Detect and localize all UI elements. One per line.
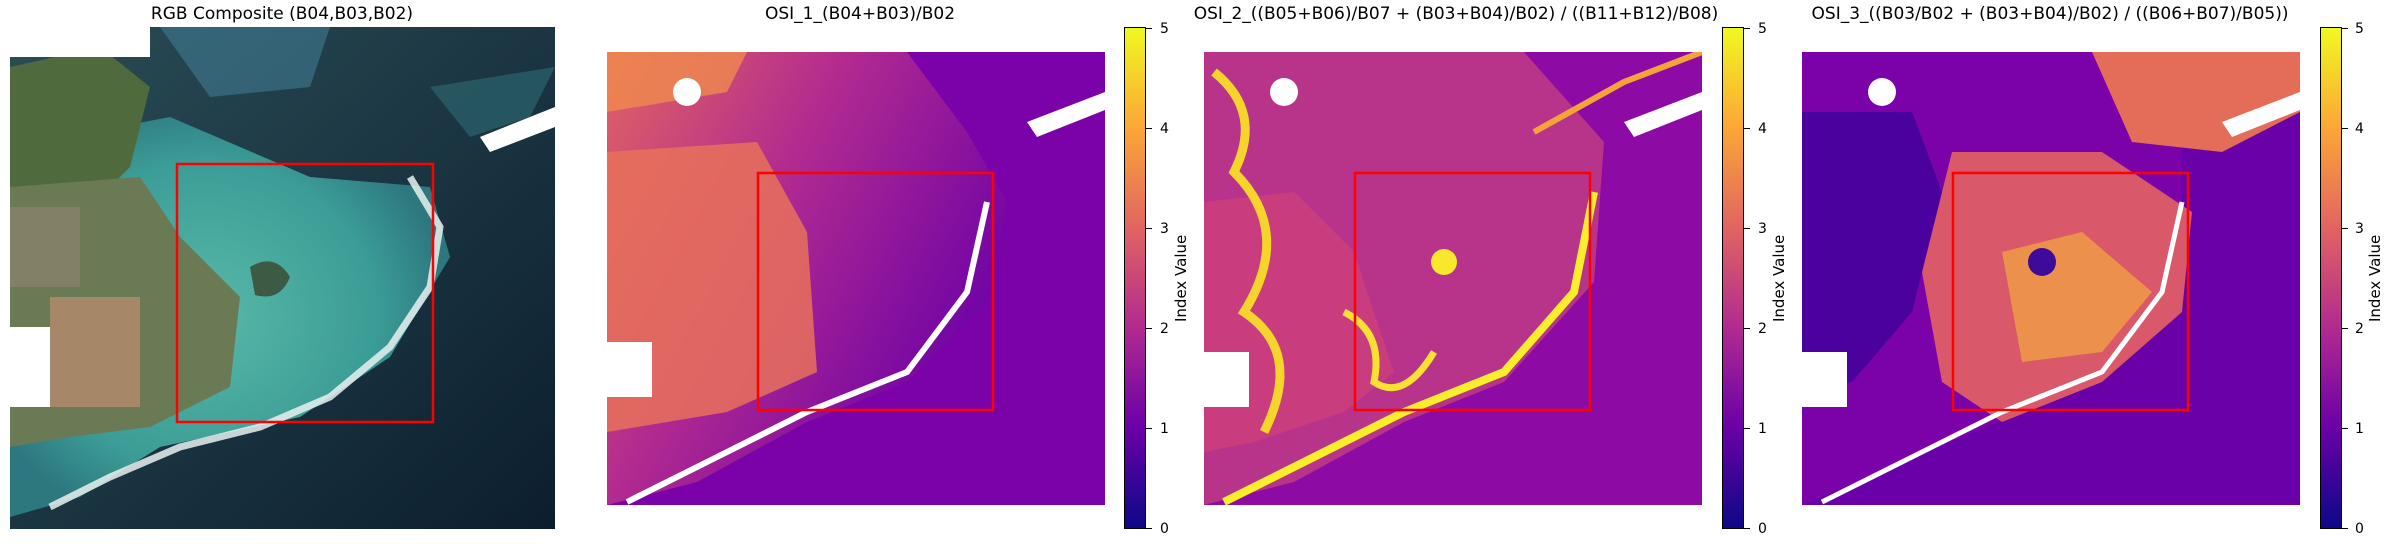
osi3-roi-rectangle [1951,171,2190,412]
osi3-tick-label: 5 [2355,21,2364,37]
osi2-colorbar-label: Index Value [1770,234,1788,322]
osi1-colorbar-label: Index Value [1172,234,1190,322]
panel-4-title: OSI_3_((B03/B02 + (B03+B04)/B02) / ((B06… [1811,4,2289,24]
osi3-colorbar-label: Index Value [2366,234,2384,322]
osi3-tick-label: 0 [2355,521,2364,537]
osi2-heatmap [1204,52,1702,505]
osi3-heatmap [1802,52,2300,505]
osi3-tick-label: 1 [2355,421,2364,437]
osi1-tick-label: 5 [1160,21,1169,37]
osi2-roi-rectangle [1353,171,1592,412]
osi1-roi-rectangle [756,171,995,412]
osi1-tick-label: 2 [1160,321,1169,337]
osi3-tick-label: 2 [2355,321,2364,337]
osi1-colorbar [1124,27,1146,529]
osi3-tick-label: 3 [2355,221,2364,237]
rgb-roi-rectangle [175,162,435,424]
panel-1-title: RGB Composite (B04,B03,B02) [150,4,414,24]
osi1-tick-label: 0 [1160,521,1169,537]
rgb-composite-image [10,27,555,529]
osi2-tick-label: 4 [1758,121,1767,137]
osi2-tick-label: 3 [1758,221,1767,237]
osi1-tick-label: 3 [1160,221,1169,237]
osi1-tick-label: 4 [1160,121,1169,137]
osi3-tick-label: 4 [2355,121,2364,137]
osi1-tick-label: 1 [1160,421,1169,437]
panel-2-title: OSI_1_(B04+B03)/B02 [764,4,956,24]
osi2-tick-label: 0 [1758,521,1767,537]
osi2-tick-label: 2 [1758,321,1767,337]
osi2-tick-label: 5 [1758,21,1767,37]
osi1-heatmap [607,52,1105,505]
panel-3-title: OSI_2_((B05+B06)/B07 + (B03+B04)/B02) / … [1193,4,1719,24]
osi2-colorbar [1722,27,1744,529]
osi2-tick-label: 1 [1758,421,1767,437]
osi3-colorbar [2320,27,2342,529]
